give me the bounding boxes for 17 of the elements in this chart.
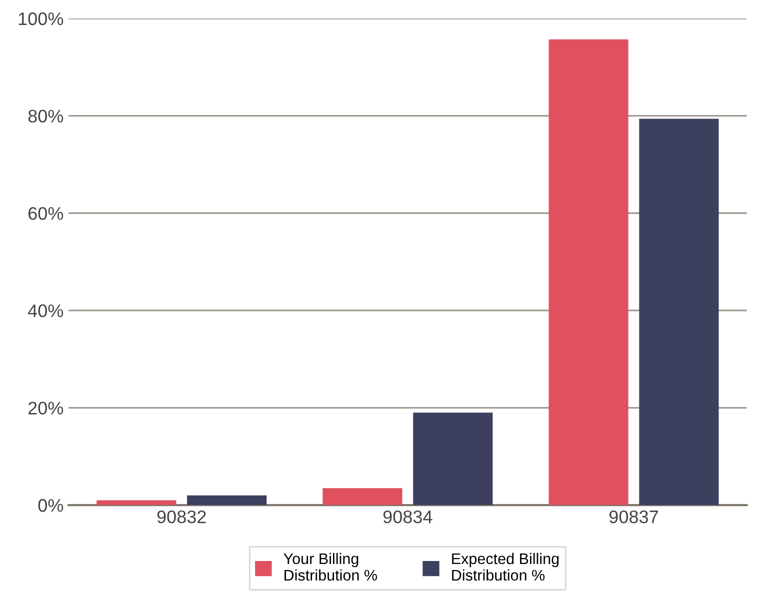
x-tick-label: 90832 — [157, 510, 206, 524]
bar — [96, 500, 176, 506]
y-tick-label: 40% — [28, 304, 64, 318]
bar — [187, 495, 267, 506]
x-tick-label: 90834 — [383, 510, 432, 524]
y-tick-label: 80% — [28, 110, 64, 123]
legend-label: Your Billing Distribution % — [284, 552, 377, 581]
bar — [413, 412, 493, 506]
legend-label: Expected Billing Distribution % — [452, 552, 559, 581]
bar — [322, 488, 402, 506]
y-tick-label: 20% — [28, 402, 64, 415]
bar — [639, 118, 719, 506]
y-tick-label: 60% — [28, 207, 64, 220]
x-tick-label: 90837 — [609, 510, 658, 524]
bar — [548, 39, 628, 506]
y-tick-label: 0% — [38, 499, 64, 512]
y-tick-label: 100% — [18, 12, 64, 26]
